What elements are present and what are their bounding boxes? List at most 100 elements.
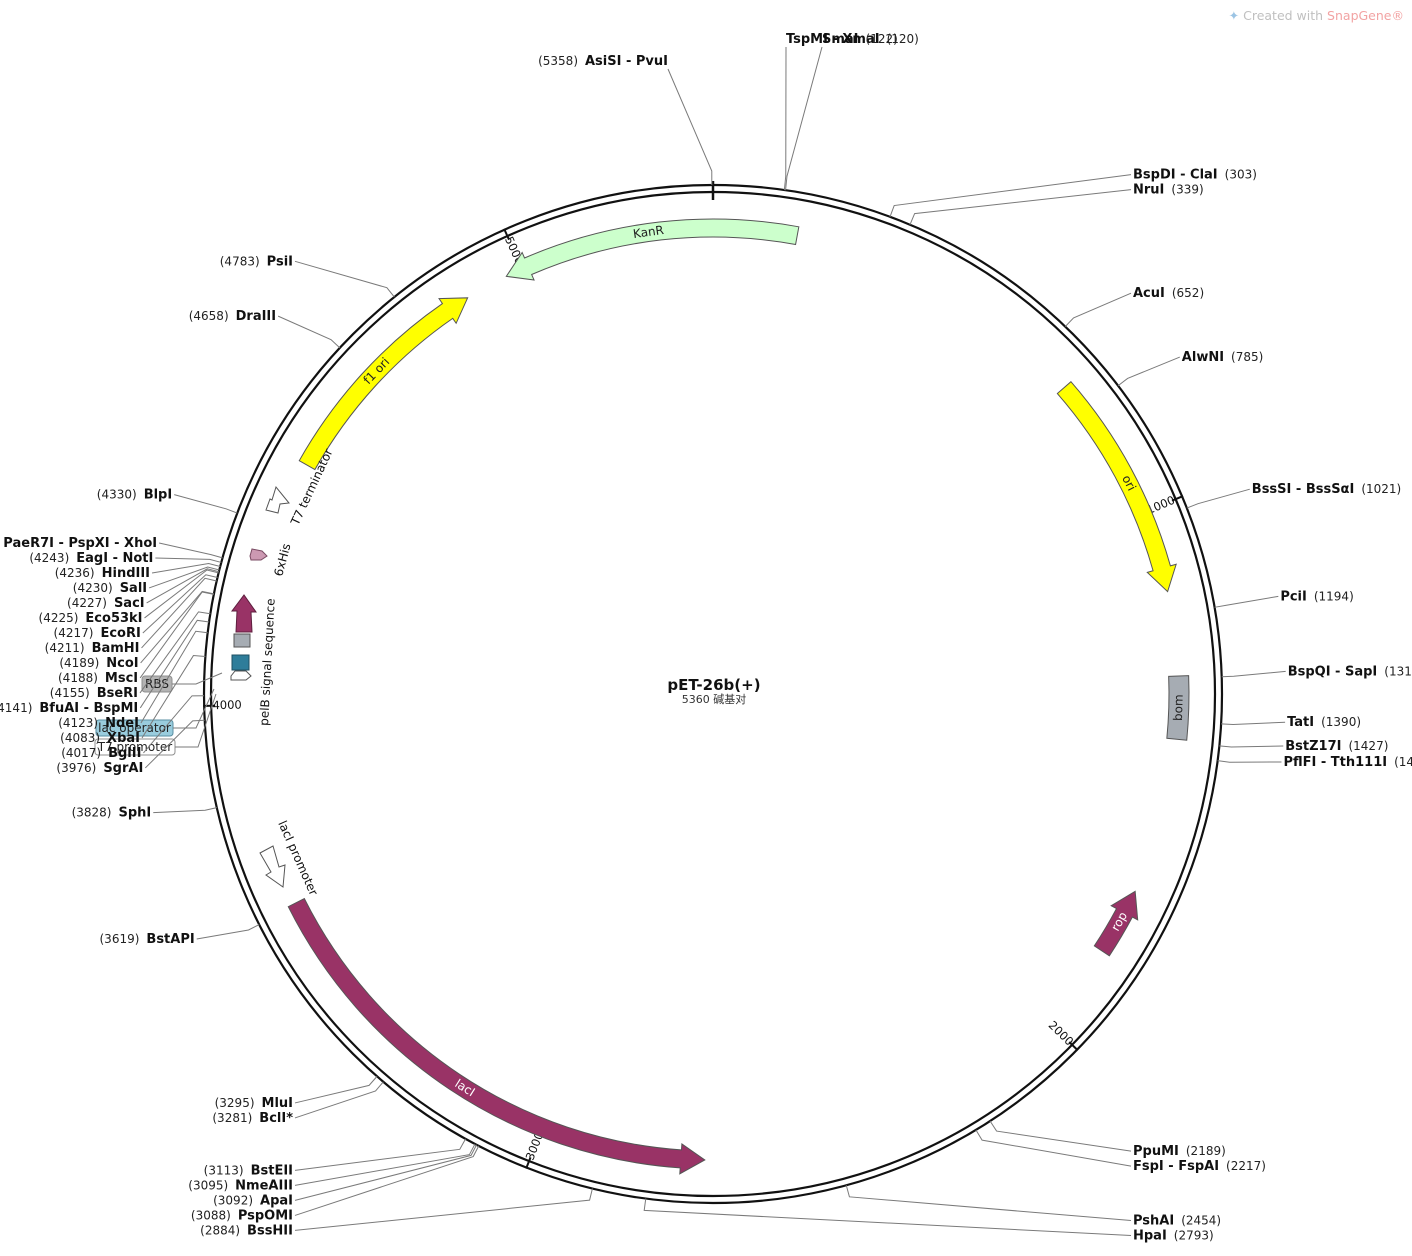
saci-name: SacI — [114, 596, 145, 611]
ruler-tick-label: 4000 — [212, 698, 242, 713]
alwni-position: (785) — [1231, 350, 1263, 364]
sali-site: (4230) SalI — [73, 581, 147, 596]
psii-site: (4783) PsiI — [220, 254, 293, 269]
watermark-brand: SnapGene — [1327, 8, 1392, 23]
smai-position: (122) — [866, 32, 898, 46]
asisi-pvui-site: (5358) AsiSI - PvuI — [538, 54, 668, 69]
hpai-site: HpaI (2793) — [1133, 1229, 1214, 1244]
tspmi-xmai-name: TspMI - XmaI — [786, 32, 880, 47]
blpi-site: (4330) BlpI — [97, 488, 172, 503]
pspomi-site: (3088) PspOMI — [191, 1208, 293, 1223]
snapgene-logo-icon: ✦ — [1228, 8, 1240, 23]
ppumi-site: PpuMI (2189) — [1133, 1144, 1226, 1159]
ecori-name: EcoRI — [100, 626, 140, 641]
bglii-position: (4017) — [61, 746, 101, 760]
snapgene-watermark: ✦ Created with SnapGene® — [1229, 8, 1404, 23]
bstapi-site: (3619) BstAPI — [100, 932, 195, 947]
nrui-leader — [909, 189, 1132, 225]
sixhis-label: 6xHis — [271, 542, 293, 578]
tspmi-xmai-position: (120) — [887, 32, 919, 46]
bseri-leader — [139, 611, 211, 694]
eco53ki-position: (4225) — [39, 611, 79, 625]
sgrai-name: SgrAI — [103, 761, 143, 776]
bamhi-position: (4211) — [45, 641, 85, 655]
bsteii-name: BstEII — [251, 1163, 293, 1178]
hindiii-position: (4236) — [55, 566, 95, 580]
eagi-noti-name: EagI - NotI — [76, 551, 153, 566]
bsshii-leader — [294, 1188, 593, 1231]
asisi-pvui-leader — [667, 68, 713, 186]
ndei-name: NdeI — [105, 716, 139, 731]
bseri-name: BseRI — [97, 686, 138, 701]
apai-position: (3092) — [213, 1193, 253, 1207]
bglii-leader — [143, 695, 205, 754]
smai-site: SmaI (122) — [822, 32, 898, 47]
hpai-leader — [643, 1198, 1132, 1237]
bom-feature — [1166, 675, 1190, 741]
t7-promoter-arrow — [230, 670, 252, 681]
alwni-site: AlwNI (785) — [1182, 350, 1264, 365]
ncoi-name: NcoI — [106, 656, 138, 671]
smai-leader — [785, 46, 823, 191]
bspdi-clai-leader — [889, 174, 1132, 217]
nmeaiii-name: NmeAIII — [235, 1178, 293, 1193]
blpi-name: BlpI — [144, 488, 173, 503]
xbai-name: XbaI — [107, 731, 140, 746]
tspmi-xmai-leader — [783, 46, 787, 191]
ppumi-leader — [989, 1120, 1132, 1152]
bsssi-bsss-i-position: (1021) — [1361, 482, 1401, 496]
rbs-leader — [172, 672, 223, 685]
sali-leader — [148, 566, 220, 589]
bcli--position: (3281) — [212, 1111, 252, 1125]
mlui-name: MluI — [262, 1096, 293, 1111]
nrui-position: (339) — [1171, 183, 1203, 197]
pspomi-name: PspOMI — [238, 1208, 293, 1223]
t7-terminator-arrow — [265, 485, 290, 514]
nrui-site: NruI (339) — [1133, 183, 1204, 198]
tati-position: (1390) — [1321, 715, 1361, 729]
paer7i-pspxi-xhoi-name: PaeR7I - PspXI - XhoI — [3, 536, 157, 551]
bglii-name: BglII — [108, 746, 141, 761]
bspqi-sapi-name: BspQI - SapI — [1288, 664, 1378, 679]
draiii-position: (4658) — [189, 309, 229, 323]
bsssi-bsss-i-site: BssSI - BssSαI (1021) — [1252, 482, 1401, 497]
sgrai-leader — [144, 719, 205, 769]
lac-operator-box — [231, 654, 250, 671]
eco53ki-name: Eco53kI — [85, 611, 142, 626]
lac-operator-leader — [173, 688, 215, 729]
psii-leader — [294, 260, 395, 298]
fspi-fspai-site: FspI - FspAI (2217) — [1133, 1159, 1266, 1174]
ruler-tick — [525, 1157, 532, 1169]
ndei-leader — [140, 630, 208, 724]
pcii-leader — [1214, 595, 1279, 608]
ecori-site: (4217) EcoRI — [54, 626, 141, 641]
laci-promoter-feature: lacI promoter — [259, 819, 321, 898]
eco53ki-site: (4225) Eco53kI — [39, 611, 143, 626]
draiii-leader — [277, 315, 341, 349]
ppumi-position: (2189) — [1186, 1144, 1226, 1158]
psii-position: (4783) — [220, 254, 260, 268]
kanr-label: KanR — [632, 223, 665, 241]
bspdi-clai-site: BspDI - ClaI (303) — [1133, 168, 1257, 183]
asisi-pvui-name: AsiSI - PvuI — [585, 54, 668, 69]
hpai-name: HpaI — [1133, 1229, 1167, 1244]
watermark-suffix: ® — [1391, 8, 1405, 23]
bstz17i-leader — [1219, 745, 1284, 748]
msci-name: MscI — [105, 671, 138, 686]
msci-leader — [139, 591, 214, 679]
sgrai-site: (3976) SgrAI — [56, 761, 143, 776]
pspomi-leader — [294, 1145, 480, 1216]
bamhi-site: (4211) BamHI — [45, 641, 140, 656]
paer7i-pspxi-xhoi-site: (4251)PaeR7I - PspXI - XhoI — [0, 536, 157, 551]
sali-position: (4230) — [73, 581, 113, 595]
bsshii-position: (2884) — [200, 1223, 240, 1237]
bamhi-leader — [141, 577, 217, 649]
acui-leader — [1064, 292, 1132, 327]
draiii-name: DraIII — [236, 309, 277, 324]
pcii-name: PciI — [1280, 589, 1307, 604]
pshai-name: PshAI — [1133, 1214, 1174, 1229]
bstapi-position: (3619) — [100, 932, 140, 946]
bspqi-sapi-site: BspQI - SapI (1311) — [1288, 664, 1412, 679]
bstz17i-name: BstZ17I — [1285, 739, 1341, 754]
blpi-position: (4330) — [97, 488, 137, 502]
